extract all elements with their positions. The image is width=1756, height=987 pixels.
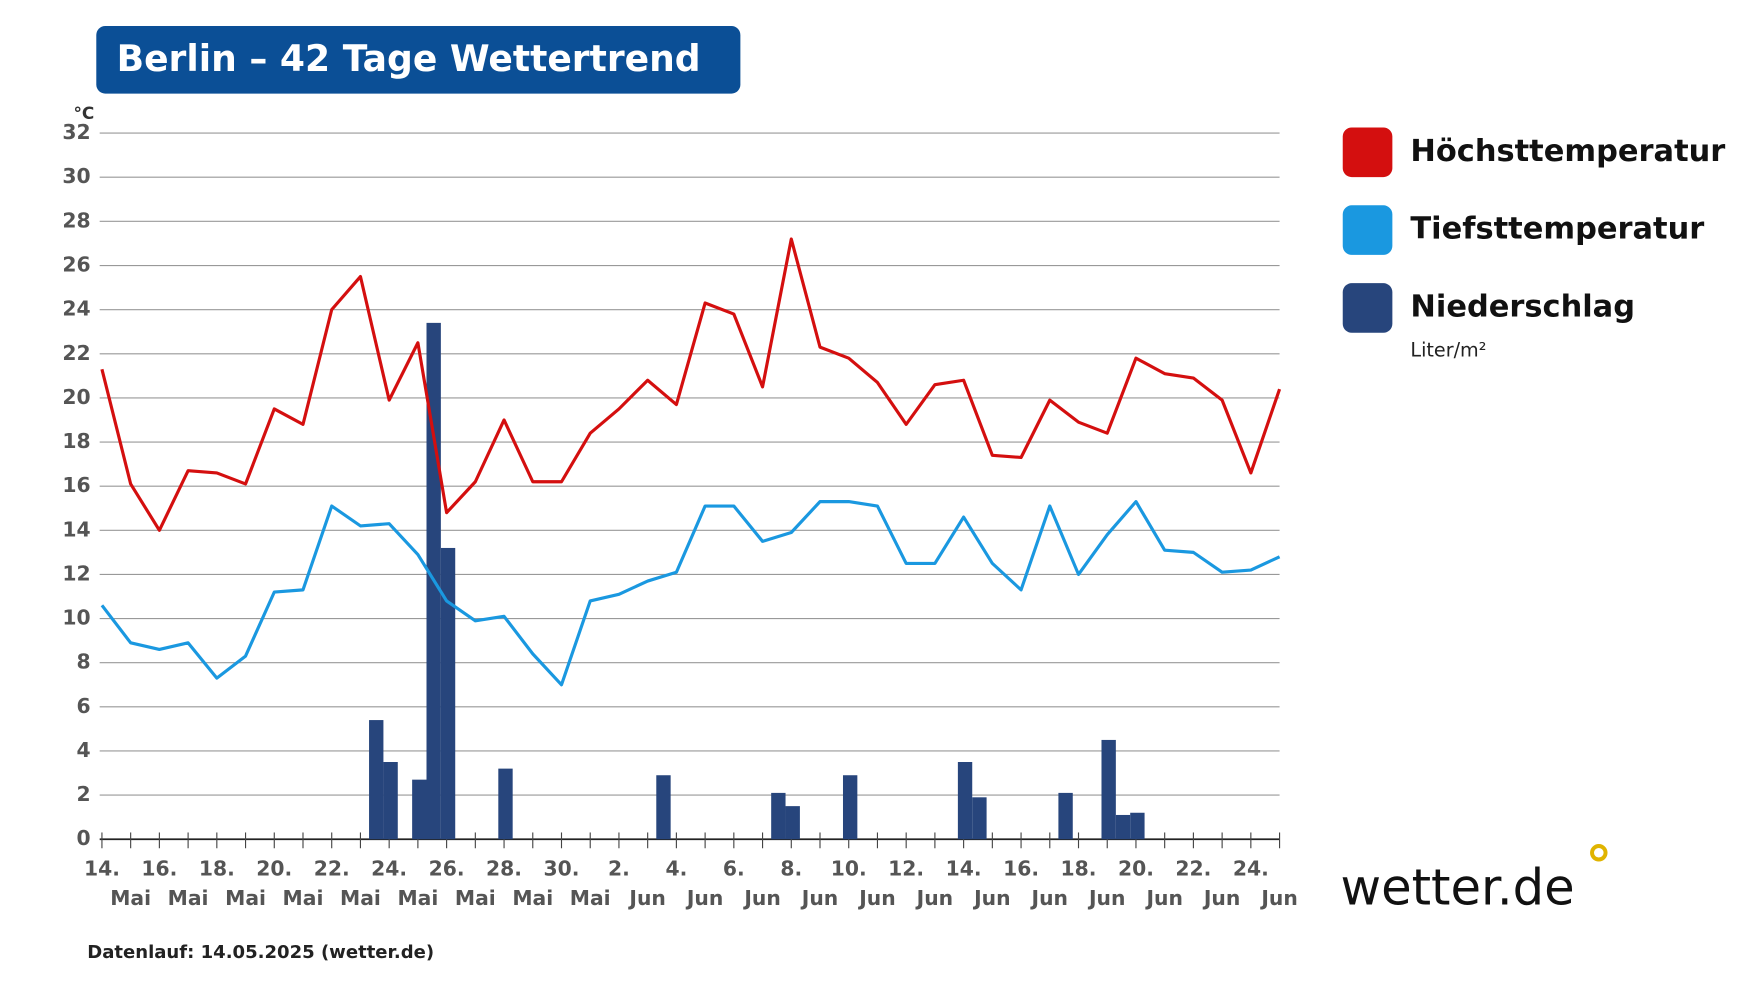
- y-tick-label: 12: [62, 561, 90, 585]
- y-tick-label: 8: [77, 650, 91, 674]
- x-tick-label: 20.: [256, 857, 292, 881]
- x-tick-label: 24.: [1233, 857, 1269, 881]
- x-tick-label: 26.: [429, 857, 465, 881]
- x-tick-label: 18.: [199, 857, 235, 881]
- x-tick-month: Jun: [742, 886, 780, 910]
- x-tick-month: Jun: [627, 886, 665, 910]
- y-tick-label: 2: [77, 782, 91, 806]
- x-tick-month: Jun: [685, 886, 723, 910]
- plot: 0246810121416182022242628303214.Mai16.Ma…: [62, 120, 1297, 910]
- x-tick-month: Jun: [915, 886, 953, 910]
- x-tick-month: Mai: [455, 886, 496, 910]
- legend-label: Tiefsttemperatur: [1410, 212, 1704, 247]
- x-tick-label: 28.: [486, 857, 522, 881]
- precip-bar: [440, 547, 456, 840]
- precip-bar: [656, 775, 671, 840]
- x-tick-month: Mai: [225, 886, 266, 910]
- y-tick-label: 6: [77, 694, 91, 718]
- y-tick-label: 0: [77, 826, 91, 850]
- y-tick-label: 26: [62, 253, 90, 277]
- x-tick-label: 6.: [723, 857, 745, 881]
- precip-bar: [771, 792, 786, 840]
- x-tick-month: Jun: [857, 886, 895, 910]
- x-tick-month: Mai: [340, 886, 381, 910]
- y-tick-label: 14: [62, 517, 90, 541]
- x-tick-label: 16.: [141, 857, 177, 881]
- source-note: Datenlauf: 14.05.2025 (wetter.de): [87, 942, 434, 963]
- y-tick-label: 24: [62, 297, 90, 321]
- precip-bar: [412, 779, 427, 840]
- x-tick-label: 14.: [84, 857, 120, 881]
- x-tick-label: 10.: [831, 857, 867, 881]
- x-tick-label: 24.: [371, 857, 407, 881]
- x-tick-label: 12.: [888, 857, 924, 881]
- legend-swatch: [1342, 205, 1393, 255]
- precip-bar: [498, 768, 513, 840]
- x-tick-label: 30.: [544, 857, 580, 881]
- x-tick-month: Mai: [283, 886, 324, 910]
- temp-line: [100, 500, 1281, 687]
- legend-swatch: [1342, 283, 1393, 333]
- x-tick-month: Jun: [1030, 886, 1068, 910]
- legend-label: Höchsttemperatur: [1410, 134, 1725, 169]
- x-tick-month: Jun: [972, 886, 1010, 910]
- x-tick-month: Mai: [512, 886, 553, 910]
- x-tick-month: Mai: [397, 886, 438, 910]
- legend-unit: Liter/m²: [1410, 338, 1486, 361]
- x-tick-month: Jun: [1259, 886, 1297, 910]
- x-tick-label: 8.: [780, 857, 802, 881]
- precip-bar: [1101, 739, 1116, 840]
- y-tick-label: 4: [77, 738, 91, 762]
- legend: Höchsttemperatur Tiefsttemperatur Niedersc…: [1342, 127, 1725, 361]
- x-tick-month: Jun: [800, 886, 838, 910]
- x-tick-month: Jun: [1202, 886, 1240, 910]
- precip-bar: [785, 806, 800, 840]
- y-tick-label: 22: [62, 341, 90, 365]
- brand-logo: wetter.de: [1340, 859, 1574, 917]
- precip-bar: [369, 720, 384, 840]
- x-tick-month: Jun: [1087, 886, 1125, 910]
- precip-bar: [842, 775, 858, 840]
- x-tick-label: 4.: [665, 857, 687, 881]
- legend-swatch: [1342, 127, 1393, 178]
- precip-bar: [383, 761, 398, 840]
- x-tick-label: 14.: [946, 857, 982, 881]
- x-tick-label: 22.: [314, 857, 350, 881]
- y-tick-label: 16: [62, 473, 90, 497]
- logo-dot: [1590, 844, 1608, 862]
- y-tick-label: 30: [62, 164, 90, 188]
- precip-bar: [1115, 814, 1131, 840]
- y-tick-label: 20: [62, 385, 90, 409]
- x-tick-label: 2.: [608, 857, 630, 881]
- y-unit: °C: [73, 103, 94, 123]
- chart-title: Berlin – 42 Tage Wettertrend: [117, 38, 701, 80]
- x-tick-label: 16.: [1003, 857, 1039, 881]
- x-tick-month: Mai: [110, 886, 151, 910]
- title-box: [96, 25, 741, 94]
- x-tick-month: Mai: [570, 886, 611, 910]
- x-tick-month: Mai: [168, 886, 209, 910]
- x-tick-label: 22.: [1175, 857, 1211, 881]
- temp-line: [100, 237, 1282, 532]
- y-tick-label: 32: [62, 120, 90, 144]
- precip-bar: [1130, 812, 1145, 840]
- x-tick-month: Jun: [1144, 886, 1182, 910]
- legend-label: Niederschlag: [1410, 289, 1635, 324]
- y-tick-label: 18: [62, 429, 90, 453]
- precip-bar: [1058, 792, 1073, 840]
- precip-bar: [972, 797, 987, 840]
- x-tick-label: 18.: [1061, 857, 1097, 881]
- y-tick-label: 28: [62, 208, 90, 232]
- y-tick-label: 10: [62, 606, 90, 630]
- x-tick-label: 20.: [1118, 857, 1154, 881]
- precip-bar: [957, 761, 973, 840]
